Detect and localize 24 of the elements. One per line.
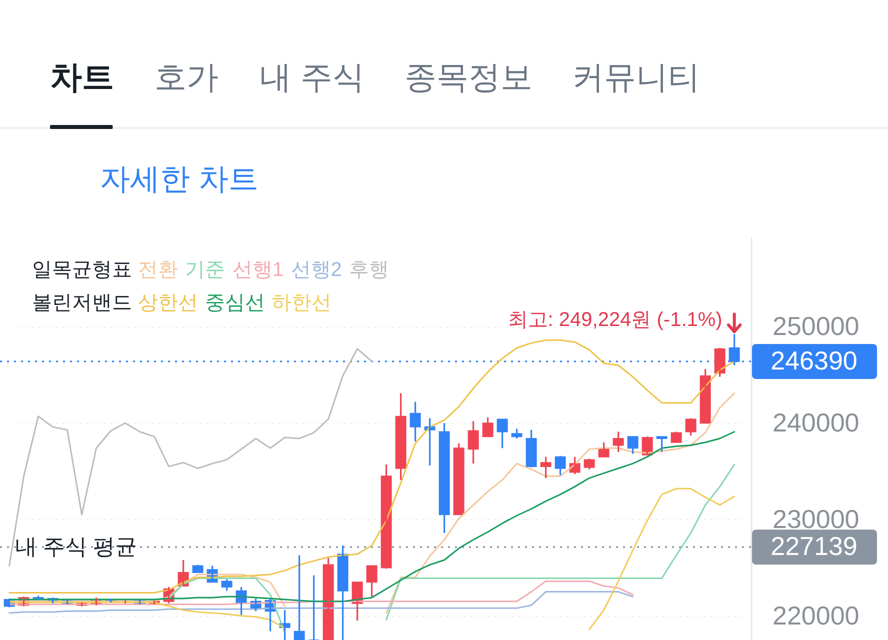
annotation: 볼린저밴드 xyxy=(32,292,132,314)
annotation: 최고: 249,224원 (-1.1%) xyxy=(508,309,722,332)
text: 차트 xyxy=(50,59,114,95)
y-tick-label: 220000 xyxy=(772,600,860,630)
text: 기준 xyxy=(185,259,226,281)
text: 호가 xyxy=(154,59,219,95)
text: 전환 xyxy=(138,259,178,281)
y-tick-label: 250000 xyxy=(772,311,860,342)
text: 후행 xyxy=(349,259,390,281)
text: 종목정보 xyxy=(404,59,532,95)
text: 246390 xyxy=(770,345,858,376)
text: 하한선 xyxy=(272,292,332,314)
y-tick-label: 240000 xyxy=(772,408,860,438)
text: 중심선 xyxy=(204,292,265,314)
text: 자세한 차트 xyxy=(100,163,258,196)
text: 선행2 xyxy=(290,259,342,281)
annotation: 일목균형표 xyxy=(32,259,132,281)
text: 내 주식 xyxy=(259,59,364,95)
text: 선행1 xyxy=(232,259,284,281)
text: 상한선 xyxy=(138,292,198,314)
ref-line-label: 내 주식 평균 xyxy=(15,534,138,560)
y-tick-label: 230000 xyxy=(772,504,860,534)
text: 227139 xyxy=(770,531,858,562)
text: 커뮤니티 xyxy=(572,59,700,95)
